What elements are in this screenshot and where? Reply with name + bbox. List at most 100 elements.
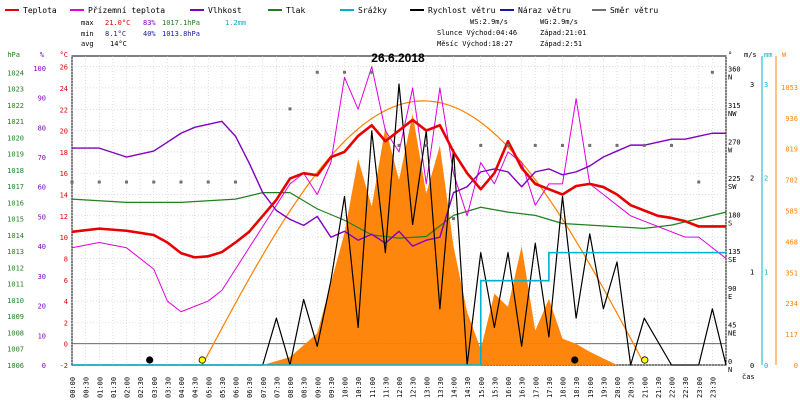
axis-winddir-tick: 90 bbox=[728, 285, 736, 293]
axis-humidity-tick: 90 bbox=[38, 95, 46, 103]
wind-dir-point bbox=[370, 70, 374, 74]
axis-temp-tick: 2 bbox=[64, 319, 68, 327]
axis-windspeed-label: m/s bbox=[744, 51, 757, 59]
axis-solar-tick: 702 bbox=[785, 177, 798, 185]
marker-moonset bbox=[146, 356, 154, 364]
x-tick-label: 21:00 bbox=[641, 377, 649, 398]
axis-temp-tick: 20 bbox=[60, 128, 68, 136]
series-solar-area bbox=[72, 114, 726, 365]
axis-windspeed-tick: 1 bbox=[750, 268, 754, 276]
axis-pressure-tick: 1016 bbox=[7, 199, 24, 207]
x-tick-label: 04:00 bbox=[178, 377, 186, 398]
x-tick-label: 08:00 bbox=[287, 377, 295, 398]
axis-pressure-tick: 1018 bbox=[7, 167, 24, 175]
stats-min-hum: 40% bbox=[143, 30, 156, 38]
wind-dir-point bbox=[479, 143, 483, 147]
wind-gust-info: WG:2.9m/s bbox=[540, 18, 578, 26]
axis-rain-label: mm bbox=[764, 51, 772, 59]
axis-temp-tick: 6 bbox=[64, 277, 68, 285]
axis-winddir-label: ° bbox=[728, 51, 732, 59]
axis-temp-tick: 4 bbox=[64, 298, 68, 306]
legend-label: Náraz větru bbox=[518, 6, 571, 15]
axis-pressure-tick: 1022 bbox=[7, 102, 24, 110]
legend-label: Směr větru bbox=[610, 6, 658, 15]
axis-pressure-tick: 1009 bbox=[7, 313, 24, 321]
axis-humidity-tick: 80 bbox=[38, 124, 46, 132]
axis-winddir-dir: N bbox=[728, 73, 732, 81]
axis-pressure-tick: 1015 bbox=[7, 216, 24, 224]
axis-humidity-tick: 30 bbox=[38, 273, 46, 281]
axis-solar-tick: 234 bbox=[785, 300, 798, 308]
moon-info: Měsíc Východ:18:27 bbox=[437, 40, 513, 48]
wind-dir-point bbox=[452, 217, 455, 221]
x-tick-label: 20:30 bbox=[628, 377, 636, 398]
axis-winddir-dir: W bbox=[728, 146, 733, 154]
wind-dir-point bbox=[424, 143, 428, 147]
x-tick-label: 16:30 bbox=[519, 377, 527, 398]
x-tick-label: 15:00 bbox=[478, 377, 486, 398]
axis-pressure-tick: 1024 bbox=[7, 69, 24, 77]
x-tick-label: 01:00 bbox=[96, 377, 104, 398]
marker-sunset bbox=[641, 356, 649, 364]
x-tick-label: 19:30 bbox=[600, 377, 608, 398]
axis-winddir-dir: E bbox=[728, 293, 732, 301]
chart-title: 26.6.2018 bbox=[371, 51, 425, 65]
stats-avg-temp: 14°C bbox=[110, 40, 127, 48]
x-tick-label: 08:30 bbox=[301, 377, 309, 398]
axis-rain-tick: 3 bbox=[764, 81, 768, 89]
axis-rain-tick: 1 bbox=[764, 268, 768, 276]
x-tick-label: 12:00 bbox=[396, 377, 404, 398]
series-pressure bbox=[71, 192, 727, 239]
stats-max-press: 1017.1hPa bbox=[162, 19, 200, 27]
axis-temp-tick: 14 bbox=[60, 192, 68, 200]
stats-min-label: min bbox=[81, 30, 94, 38]
x-tick-label: 00:30 bbox=[83, 377, 91, 398]
x-tick-label: 22:30 bbox=[682, 377, 690, 398]
sun-info: Slunce Východ:04:46 bbox=[437, 29, 517, 37]
series-wind-speed bbox=[72, 83, 727, 366]
x-tick-label: 09:00 bbox=[314, 377, 322, 398]
stats-min-press: 1013.8hPa bbox=[162, 30, 200, 38]
axis-solar-tick: 585 bbox=[785, 208, 798, 216]
axis-winddir-tick: 360 bbox=[728, 65, 741, 73]
wind-dir-point bbox=[506, 143, 510, 147]
x-tick-label: 01:30 bbox=[110, 377, 118, 398]
x-tick-label: 02:00 bbox=[124, 377, 132, 398]
stats-max-temp: 21.0°C bbox=[105, 19, 130, 27]
axis-temp-tick: 16 bbox=[60, 170, 68, 178]
axis-pressure-tick: 1019 bbox=[7, 151, 24, 159]
x-tick-label: 00:00 bbox=[69, 377, 77, 398]
wind-dir-point bbox=[670, 143, 673, 147]
legend-label: Rychlost větru bbox=[428, 6, 496, 15]
x-tick-label: 23:30 bbox=[709, 377, 717, 398]
wind-dir-point bbox=[343, 70, 346, 74]
axis-temp-tick: 26 bbox=[60, 64, 68, 72]
axis-pressure-tick: 1011 bbox=[7, 281, 24, 289]
axis-winddir-tick: 315 bbox=[728, 102, 741, 110]
series-rain bbox=[72, 251, 726, 366]
x-tick-label: 22:00 bbox=[669, 377, 677, 398]
axis-temp-tick: 10 bbox=[60, 234, 68, 242]
x-tick-label: 10:00 bbox=[342, 377, 350, 398]
axis-winddir-dir: SW bbox=[728, 183, 737, 191]
axis-winddir-dir: S bbox=[728, 220, 732, 228]
x-tick-label: 04:30 bbox=[192, 377, 200, 398]
axis-pressure-tick: 1014 bbox=[7, 232, 24, 240]
axis-solar-tick: 819 bbox=[785, 146, 798, 154]
stats-rain: 1.2mm bbox=[225, 19, 246, 27]
x-tick-label: 19:00 bbox=[587, 377, 595, 398]
x-tick-label: 13:30 bbox=[437, 377, 445, 398]
wind-dir-point bbox=[561, 143, 564, 147]
x-tick-label: 11:30 bbox=[382, 377, 390, 398]
axis-pressure-tick: 1023 bbox=[7, 86, 24, 94]
wind-dir-point bbox=[206, 180, 210, 184]
x-tick-label: 12:30 bbox=[410, 377, 418, 398]
axis-winddir-tick: 135 bbox=[728, 248, 741, 256]
axis-temp-tick: 22 bbox=[60, 106, 68, 114]
wind-dir-point bbox=[615, 143, 619, 147]
axis-solar-tick: 117 bbox=[785, 331, 798, 339]
wind-dir-point bbox=[288, 107, 292, 111]
axis-solar-tick: 1053 bbox=[781, 84, 798, 92]
axis-winddir-tick: 180 bbox=[728, 212, 741, 220]
marker-sunrise bbox=[198, 356, 206, 364]
